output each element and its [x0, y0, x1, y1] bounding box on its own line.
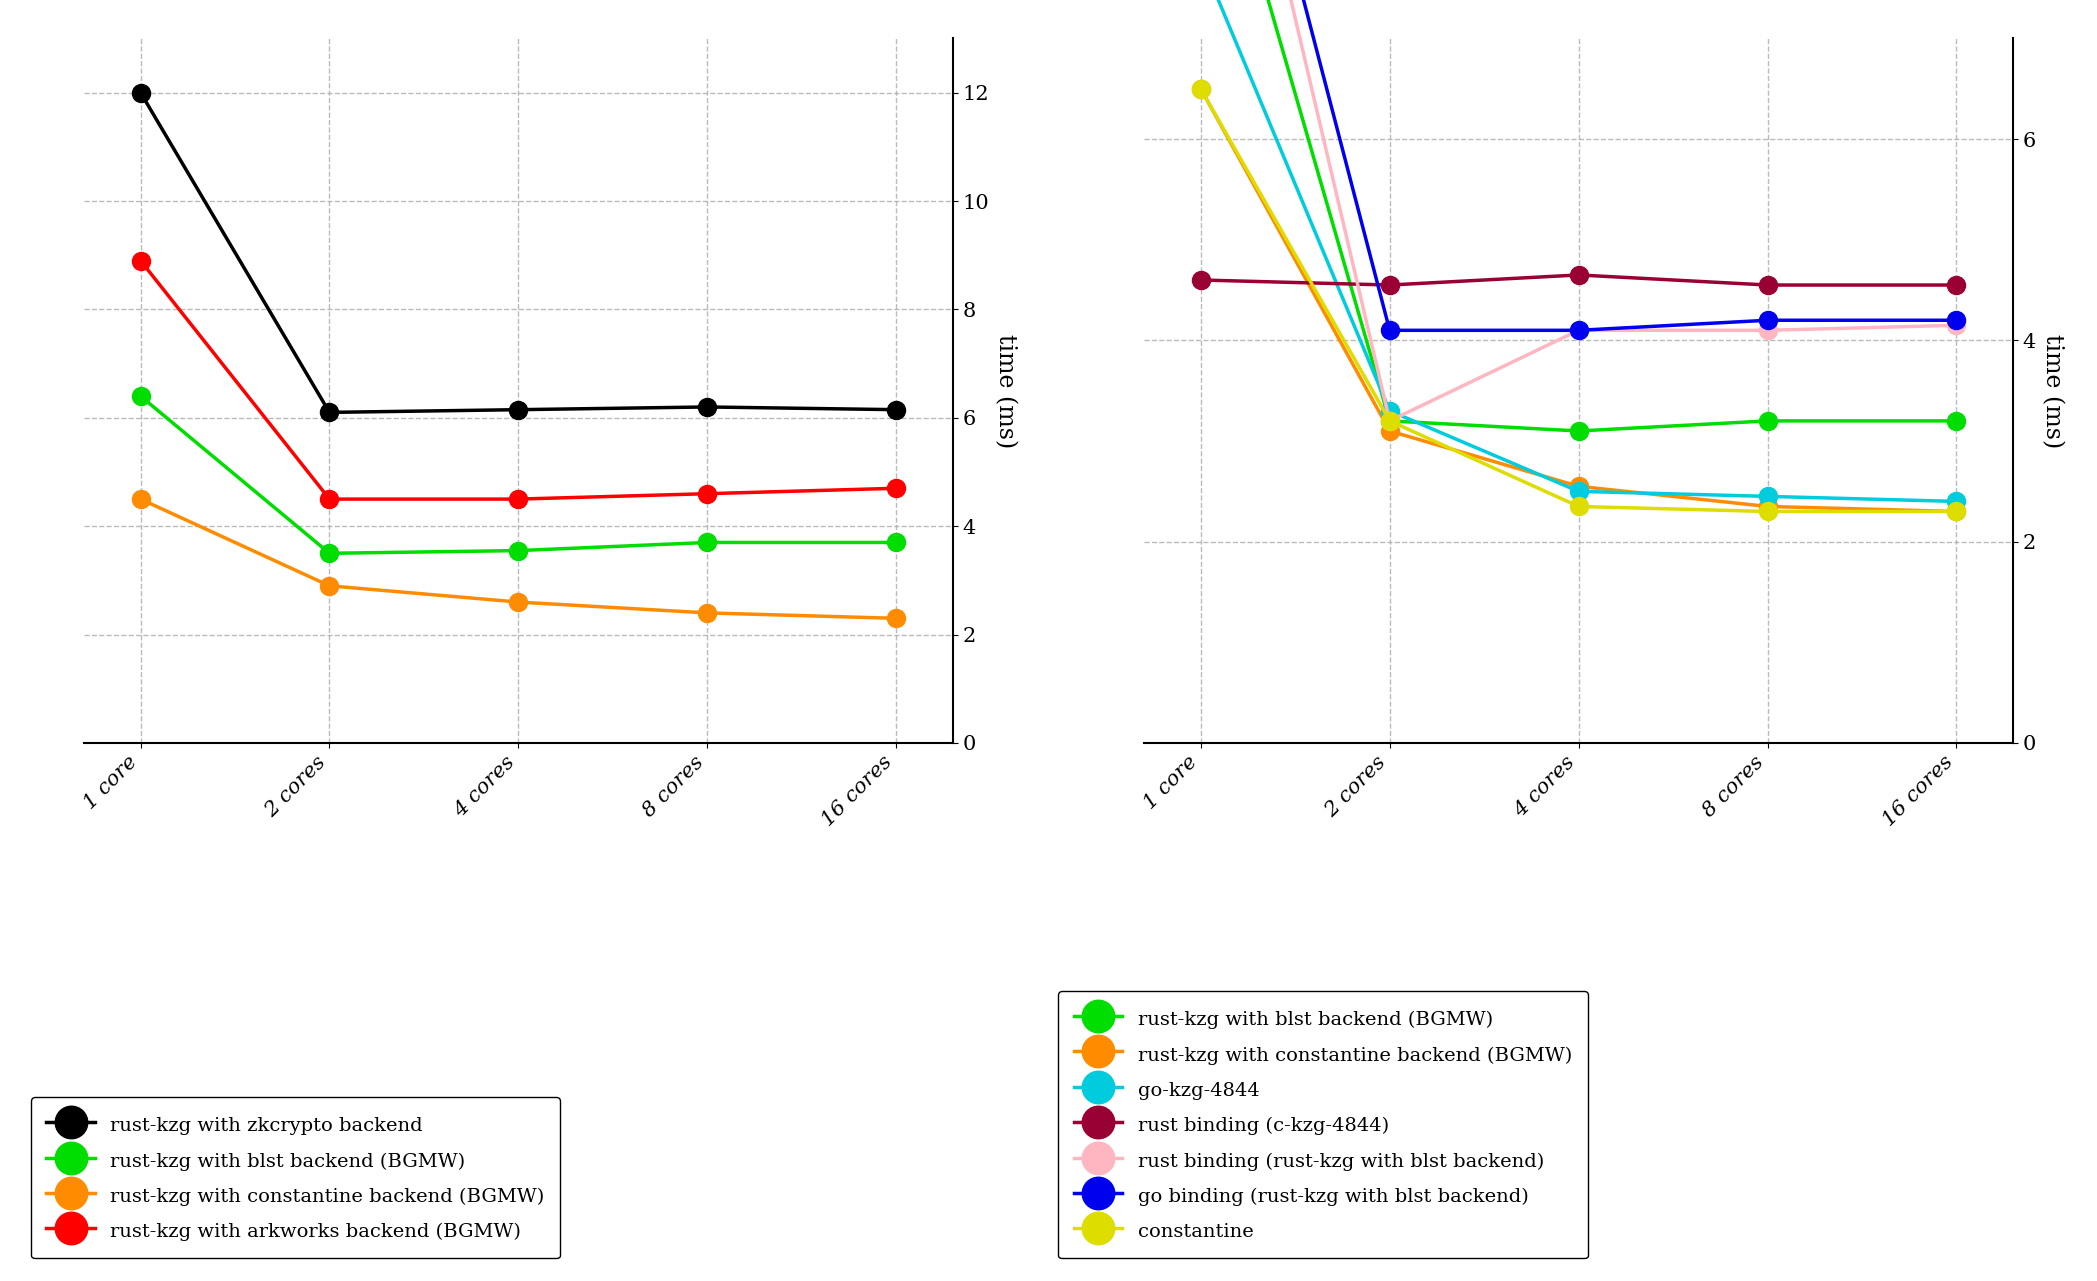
go-kzg-4844 [1566, 484, 1592, 500]
Y-axis label: time (ms): time (ms) [2040, 333, 2063, 448]
rust binding (c-kzg-4844) [1378, 278, 1403, 293]
rust-kzg with arkworks backend (BGMW) [883, 480, 908, 496]
constantine [1378, 414, 1403, 429]
rust binding (c-kzg-4844) [1189, 273, 1214, 288]
rust-kzg with blst backend (BGMW) [1566, 423, 1592, 438]
rust-kzg with zkcrypto backend [694, 400, 719, 415]
rust-kzg with blst backend (BGMW) [1378, 414, 1403, 429]
Y-axis label: time (ms): time (ms) [994, 333, 1017, 448]
rust-kzg with zkcrypto backend [128, 85, 153, 100]
rust-kzg with blst backend (BGMW) [694, 534, 719, 550]
constantine [1944, 503, 1969, 519]
rust-kzg with blst backend (BGMW) [505, 543, 531, 559]
constantine [1566, 498, 1592, 514]
rust-kzg with blst backend (BGMW) [883, 534, 908, 550]
go-kzg-4844 [1944, 493, 1969, 509]
rust-kzg with zkcrypto backend [883, 402, 908, 418]
Line: rust-kzg with blst backend (BGMW): rust-kzg with blst backend (BGMW) [132, 387, 906, 562]
rust-kzg with constantine backend (BGMW) [1566, 479, 1592, 494]
rust binding (rust-kzg with blst backend) [1566, 323, 1592, 338]
rust binding (c-kzg-4844) [1755, 278, 1780, 293]
rust binding (rust-kzg with blst backend) [1378, 414, 1403, 429]
rust-kzg with arkworks backend (BGMW) [128, 252, 153, 268]
rust-kzg with constantine backend (BGMW) [1944, 503, 1969, 519]
Line: rust-kzg with constantine backend (BGMW): rust-kzg with constantine backend (BGMW) [132, 491, 906, 628]
rust-kzg with constantine backend (BGMW) [317, 578, 342, 593]
Line: go-kzg-4844: go-kzg-4844 [1191, 0, 1965, 510]
rust-kzg with constantine backend (BGMW) [1189, 81, 1214, 96]
Legend: rust-kzg with zkcrypto backend, rust-kzg with blst backend (BGMW), rust-kzg with: rust-kzg with zkcrypto backend, rust-kzg… [31, 1098, 560, 1258]
Line: rust-kzg with constantine backend (BGMW): rust-kzg with constantine backend (BGMW) [1191, 79, 1965, 520]
go binding (rust-kzg with blst backend) [1566, 323, 1592, 338]
rust binding (c-kzg-4844) [1566, 268, 1592, 283]
Line: go binding (rust-kzg with blst backend): go binding (rust-kzg with blst backend) [1191, 0, 1965, 339]
constantine [1189, 81, 1214, 96]
rust-kzg with blst backend (BGMW) [317, 546, 342, 561]
go binding (rust-kzg with blst backend) [1378, 323, 1403, 338]
rust-kzg with constantine backend (BGMW) [128, 492, 153, 507]
rust-kzg with zkcrypto backend [317, 405, 342, 420]
rust-kzg with constantine backend (BGMW) [694, 605, 719, 620]
Legend: rust-kzg with blst backend (BGMW), rust-kzg with constantine backend (BGMW), go-: rust-kzg with blst backend (BGMW), rust-… [1059, 991, 1587, 1258]
go binding (rust-kzg with blst backend) [1755, 313, 1780, 328]
go binding (rust-kzg with blst backend) [1944, 313, 1969, 328]
rust binding (rust-kzg with blst backend) [1755, 323, 1780, 338]
rust-kzg with blst backend (BGMW) [128, 388, 153, 404]
rust-kzg with blst backend (BGMW) [1755, 414, 1780, 429]
Line: rust-kzg with blst backend (BGMW): rust-kzg with blst backend (BGMW) [1191, 0, 1965, 439]
rust-kzg with arkworks backend (BGMW) [505, 492, 531, 507]
rust binding (c-kzg-4844) [1944, 278, 1969, 293]
rust-kzg with arkworks backend (BGMW) [694, 485, 719, 501]
Line: rust binding (c-kzg-4844): rust binding (c-kzg-4844) [1191, 266, 1965, 295]
Line: constantine: constantine [1191, 79, 1965, 520]
rust-kzg with blst backend (BGMW) [1944, 414, 1969, 429]
rust-kzg with constantine backend (BGMW) [883, 611, 908, 626]
go-kzg-4844 [1755, 489, 1780, 505]
rust-kzg with constantine backend (BGMW) [505, 594, 531, 610]
rust-kzg with constantine backend (BGMW) [1755, 498, 1780, 514]
Line: rust-kzg with zkcrypto backend: rust-kzg with zkcrypto backend [132, 83, 906, 421]
Line: rust binding (rust-kzg with blst backend): rust binding (rust-kzg with blst backend… [1191, 0, 1965, 430]
go-kzg-4844 [1378, 404, 1403, 419]
rust-kzg with constantine backend (BGMW) [1378, 423, 1403, 438]
rust-kzg with zkcrypto backend [505, 402, 531, 418]
Line: rust-kzg with arkworks backend (BGMW): rust-kzg with arkworks backend (BGMW) [132, 251, 906, 509]
rust-kzg with arkworks backend (BGMW) [317, 492, 342, 507]
constantine [1755, 503, 1780, 519]
rust binding (rust-kzg with blst backend) [1944, 318, 1969, 333]
